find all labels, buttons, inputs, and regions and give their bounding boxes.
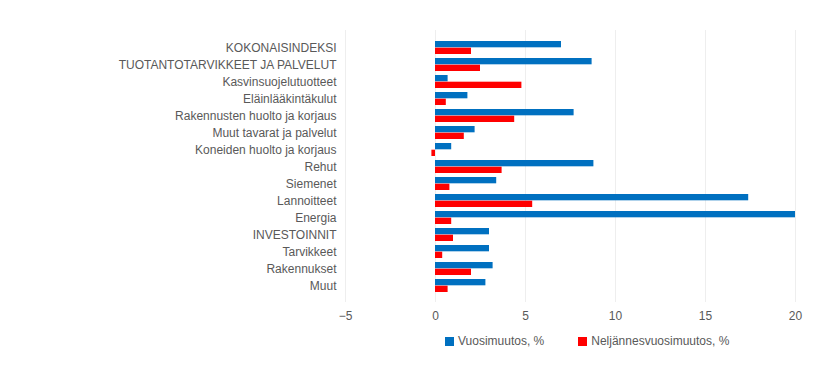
svg-text:INVESTOINNIT: INVESTOINNIT (253, 228, 337, 242)
svg-text:Tarvikkeet: Tarvikkeet (282, 245, 337, 259)
svg-text:5: 5 (522, 309, 529, 323)
svg-text:10: 10 (609, 309, 623, 323)
svg-text:Muut: Muut (310, 279, 337, 293)
svg-text:Siemenet: Siemenet (286, 177, 337, 191)
svg-text:KOKONAISINDEKSI: KOKONAISINDEKSI (226, 41, 337, 55)
svg-text:Kasvinsuojelutuotteet: Kasvinsuojelutuotteet (222, 75, 337, 89)
svg-text:Koneiden huolto ja korjaus: Koneiden huolto ja korjaus (195, 143, 336, 157)
svg-text:Rehut: Rehut (304, 160, 337, 174)
svg-text:Energia: Energia (295, 211, 337, 225)
svg-text:20: 20 (789, 309, 803, 323)
svg-text:TUOTANTOTARVIKKEET JA PALVELUT: TUOTANTOTARVIKKEET JA PALVELUT (119, 58, 338, 72)
svg-text:Rakennusten huolto ja korjaus: Rakennusten huolto ja korjaus (175, 109, 336, 123)
svg-text:−5: −5 (339, 309, 353, 323)
svg-text:15: 15 (699, 309, 713, 323)
svg-text:Rakennukset: Rakennukset (266, 262, 337, 276)
svg-text:Muut tavarat ja palvelut: Muut tavarat ja palvelut (212, 126, 337, 140)
html-text:Neljännesvuosimuutos, %: Neljännesvuosimuutos, % (591, 334, 730, 348)
svg-text:Eläinlääkintäkulut: Eläinlääkintäkulut (243, 92, 337, 106)
svg-text:Lannoitteet: Lannoitteet (277, 194, 337, 208)
html-text:Vuosimuutos, %: Vuosimuutos, % (458, 334, 545, 348)
svg-text:0: 0 (432, 309, 439, 323)
